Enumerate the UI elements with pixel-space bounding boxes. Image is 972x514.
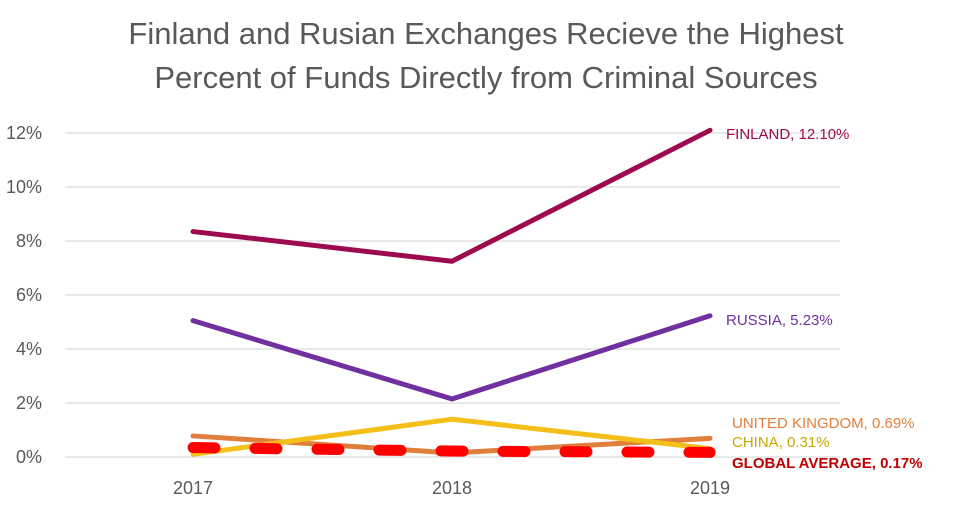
y-tick-label: 4% xyxy=(16,339,42,359)
series-label-united-kingdom: UNITED KINGDOM, 0.69% xyxy=(732,415,915,432)
x-axis-ticks: 2017 2018 2019 xyxy=(173,478,730,498)
chart-title-line-2: Percent of Funds Directly from Criminal … xyxy=(154,60,818,95)
y-tick-label: 12% xyxy=(6,123,42,143)
series-line-russia xyxy=(190,313,713,402)
series-label-finland: FINLAND, 12.10% xyxy=(726,126,849,143)
x-tick-label: 2019 xyxy=(690,478,730,498)
series-lines xyxy=(187,127,716,458)
y-axis-ticks: 0% 2% 4% 6% 8% 10% 12% xyxy=(6,123,42,467)
chart-title: Finland and Rusian Exchanges Recieve the… xyxy=(0,12,972,100)
y-tick-label: 8% xyxy=(16,231,42,251)
x-tick-label: 2018 xyxy=(432,478,472,498)
x-tick-label: 2017 xyxy=(173,478,213,498)
y-tick-label: 0% xyxy=(16,447,42,467)
series-line-china xyxy=(190,416,713,457)
y-tick-label: 10% xyxy=(6,177,42,197)
y-tick-label: 6% xyxy=(16,285,42,305)
series-label-global-average: GLOBAL AVERAGE, 0.17% xyxy=(732,455,923,472)
series-label-china: CHINA, 0.31% xyxy=(732,434,830,451)
chart-title-line-1: Finland and Rusian Exchanges Recieve the… xyxy=(128,16,844,51)
series-line-finland xyxy=(190,127,713,264)
gridlines xyxy=(65,132,840,458)
series-label-russia: RUSSIA, 5.23% xyxy=(726,312,833,329)
series-line-global-average xyxy=(187,442,716,458)
series-labels: FINLAND, 12.10% RUSSIA, 5.23% UNITED KINGD… xyxy=(726,126,923,472)
y-tick-label: 2% xyxy=(16,393,42,413)
